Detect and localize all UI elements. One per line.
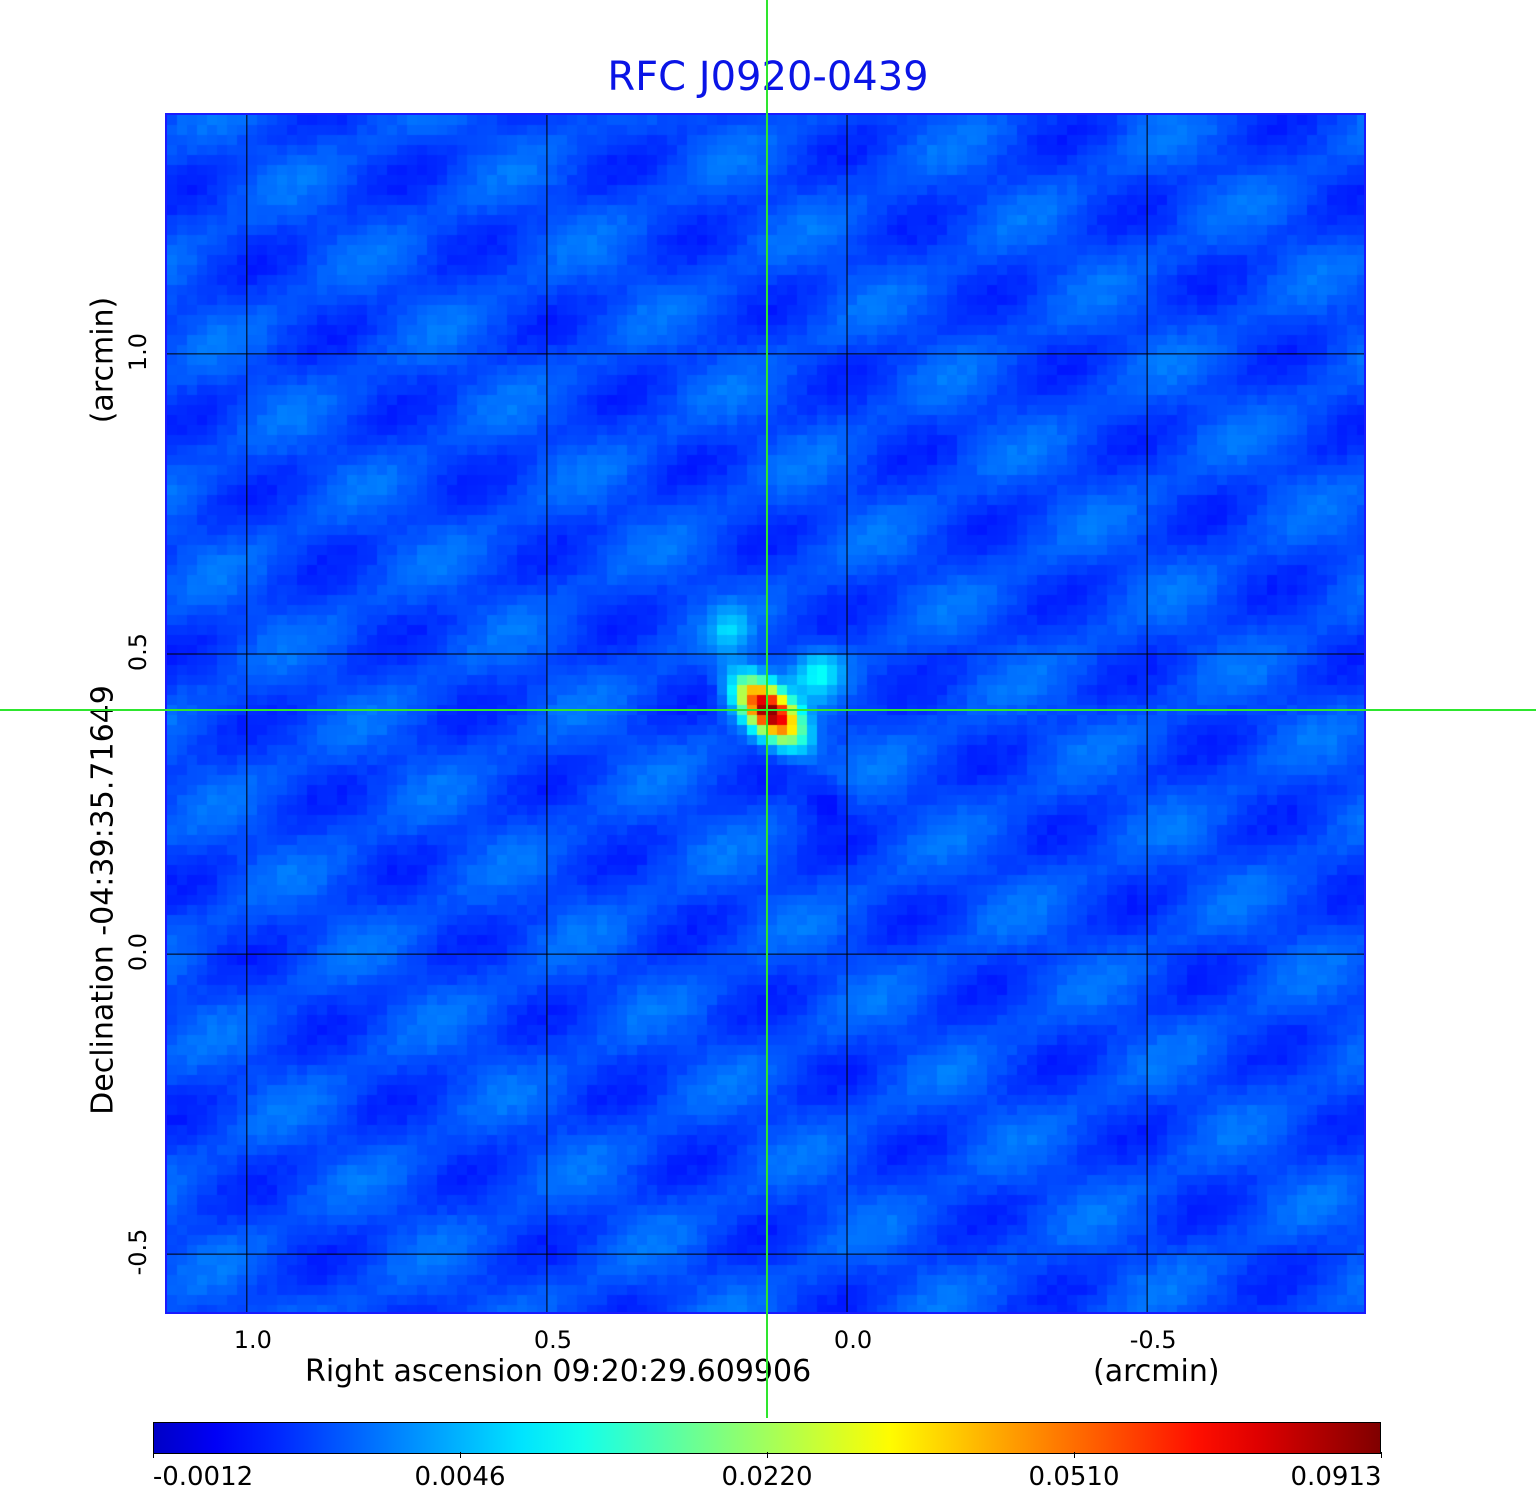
x-tick-label: 0.5	[533, 1326, 573, 1354]
colorbar-tick	[1074, 1452, 1075, 1458]
image-plot-area	[165, 113, 1366, 1314]
y-tick-label: -0.5	[124, 1228, 152, 1276]
crosshair-horizontal	[0, 709, 1536, 711]
x-tick-label: 0.0	[833, 1326, 873, 1354]
colorbar-tick	[1381, 1452, 1382, 1458]
grid-lines	[167, 115, 1364, 1312]
radio-intensity-map	[167, 115, 1364, 1312]
colorbar-tick	[767, 1452, 768, 1458]
colorbar-tick-label: 0.0220	[721, 1462, 813, 1492]
colorbar-tick	[153, 1452, 154, 1458]
x-tick-label: -0.5	[1129, 1326, 1177, 1354]
colorbar-tick-label: 0.0046	[414, 1462, 506, 1492]
chart-title: RFC J0920-0439	[607, 54, 929, 100]
x-axis-label: Right ascension 09:20:29.609906	[305, 1354, 812, 1389]
colorbar	[153, 1422, 1381, 1454]
y-axis-unit: (arcmin)	[85, 296, 121, 424]
y-axis-label: Declination -04:39:35.71649	[85, 685, 121, 1115]
y-tick-label: 0.5	[124, 632, 152, 672]
colorbar-tick	[460, 1452, 461, 1458]
y-tick-label: 1.0	[124, 332, 152, 371]
x-tick-label: 1.0	[233, 1326, 272, 1354]
colorbar-tick-label: -0.0012	[152, 1462, 254, 1492]
x-axis-unit: (arcmin)	[1093, 1354, 1220, 1389]
colorbar-tick-label: 0.0913	[1290, 1462, 1382, 1492]
y-tick-label: 0.0	[124, 932, 152, 972]
colorbar-tick-label: 0.0510	[1028, 1462, 1120, 1492]
